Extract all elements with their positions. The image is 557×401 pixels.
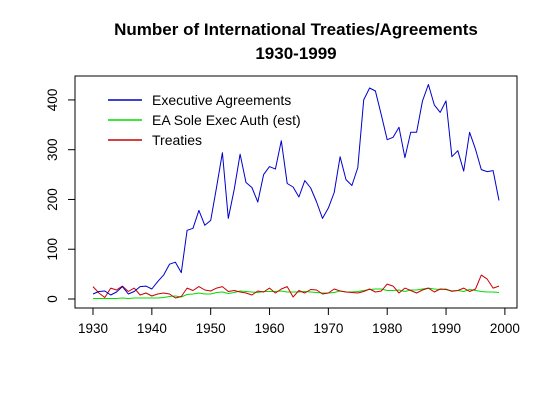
x-tick-label: 1970 [313, 321, 343, 336]
legend-label-executive-agreements: Executive Agreements [152, 92, 291, 108]
y-axis: 0 100 200 300 400 [45, 89, 75, 303]
legend-label-ea-sole-exec-auth: EA Sole Exec Auth (est) [152, 112, 301, 128]
x-tick-label: 1950 [196, 321, 226, 336]
chart-title: Number of International Treaties/Agreeme… [114, 20, 478, 39]
legend: Executive Agreements EA Sole Exec Auth (… [108, 92, 301, 148]
x-tick-label: 1940 [137, 321, 167, 336]
x-tick-label: 1990 [431, 321, 461, 336]
x-tick-label: 1930 [78, 321, 108, 336]
y-tick-label: 100 [45, 238, 60, 261]
y-tick-label: 400 [45, 89, 60, 112]
y-tick-label: 200 [45, 188, 60, 211]
y-tick-label: 300 [45, 138, 60, 161]
legend-label-treaties: Treaties [152, 132, 202, 148]
x-tick-label: 1960 [254, 321, 284, 336]
chart-subtitle: 1930-1999 [255, 44, 336, 63]
x-axis: 1930 1940 1950 1960 1970 1980 1990 2000 [78, 308, 520, 336]
x-tick-label: 2000 [490, 321, 520, 336]
x-tick-label: 1980 [372, 321, 402, 336]
y-tick-label: 0 [45, 295, 60, 303]
